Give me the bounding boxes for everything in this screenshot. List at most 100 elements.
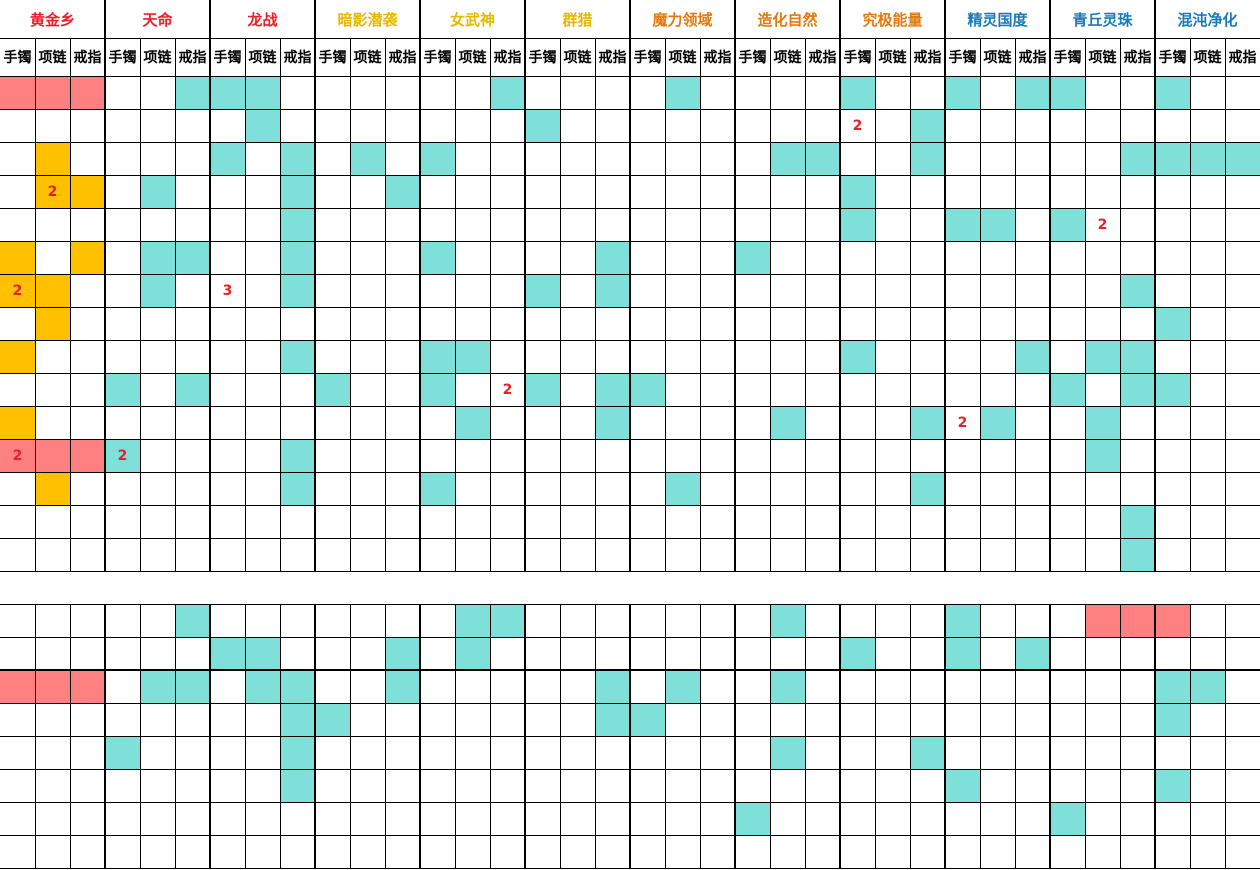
grid-cell[interactable]	[385, 439, 420, 472]
grid-cell[interactable]	[945, 637, 980, 670]
grid-cell[interactable]	[560, 802, 595, 835]
grid-cell[interactable]	[350, 340, 385, 373]
column-subheader[interactable]: 手镯	[528, 50, 557, 66]
grid-cell[interactable]	[1050, 373, 1085, 406]
grid-cell[interactable]	[630, 142, 665, 175]
grid-cell[interactable]	[560, 241, 595, 274]
column-subheader[interactable]: 戒指	[703, 50, 732, 66]
grid-cell[interactable]	[980, 175, 1015, 208]
grid-cell[interactable]	[875, 340, 910, 373]
grid-cell[interactable]	[1190, 835, 1225, 868]
grid-cell[interactable]	[280, 109, 315, 142]
grid-cell[interactable]	[805, 373, 840, 406]
grid-cell[interactable]	[805, 703, 840, 736]
grid-cell[interactable]	[770, 604, 805, 637]
grid-cell[interactable]	[1085, 307, 1120, 340]
grid-cell[interactable]	[910, 109, 945, 142]
cell-count-label[interactable]: 2	[0, 439, 35, 472]
grid-cell[interactable]	[1120, 406, 1155, 439]
grid-cell[interactable]	[1190, 703, 1225, 736]
grid-cell[interactable]	[595, 340, 630, 373]
grid-cell[interactable]	[455, 274, 490, 307]
grid-cell[interactable]	[315, 538, 350, 571]
grid-cell[interactable]	[280, 241, 315, 274]
grid-cell[interactable]	[735, 835, 770, 868]
grid-cell[interactable]	[910, 835, 945, 868]
grid-cell[interactable]	[525, 769, 560, 802]
grid-cell[interactable]	[770, 703, 805, 736]
group-header[interactable]: 混沌净化	[1177, 10, 1238, 29]
grid-cell[interactable]	[1155, 208, 1190, 241]
grid-cell[interactable]	[175, 472, 210, 505]
grid-cell[interactable]	[175, 637, 210, 670]
grid-cell[interactable]	[630, 505, 665, 538]
grid-cell[interactable]	[805, 472, 840, 505]
grid-cell[interactable]	[490, 637, 525, 670]
grid-cell[interactable]	[70, 637, 105, 670]
grid-cell[interactable]	[35, 76, 70, 109]
grid-cell[interactable]	[105, 802, 140, 835]
grid-cell[interactable]	[840, 670, 875, 703]
grid-cell[interactable]	[0, 637, 35, 670]
grid-cell[interactable]	[980, 736, 1015, 769]
grid-cell[interactable]	[385, 208, 420, 241]
grid-cell[interactable]	[945, 769, 980, 802]
grid-cell[interactable]	[315, 373, 350, 406]
grid-cell[interactable]	[105, 340, 140, 373]
grid-cell[interactable]	[0, 703, 35, 736]
grid-cell[interactable]	[1190, 307, 1225, 340]
grid-cell[interactable]	[385, 637, 420, 670]
grid-cell[interactable]	[1225, 406, 1260, 439]
grid-cell[interactable]	[945, 340, 980, 373]
grid-cell[interactable]	[1120, 538, 1155, 571]
grid-cell[interactable]	[490, 736, 525, 769]
grid-cell[interactable]	[175, 241, 210, 274]
grid-cell[interactable]	[700, 604, 735, 637]
grid-cell[interactable]	[770, 307, 805, 340]
grid-cell[interactable]	[350, 175, 385, 208]
grid-cell[interactable]	[735, 109, 770, 142]
grid-cell[interactable]	[595, 175, 630, 208]
grid-cell[interactable]	[70, 703, 105, 736]
grid-cell[interactable]	[630, 604, 665, 637]
grid-cell[interactable]	[1120, 307, 1155, 340]
grid-cell[interactable]	[140, 670, 175, 703]
grid-cell[interactable]	[700, 175, 735, 208]
grid-cell[interactable]	[420, 439, 455, 472]
grid-cell[interactable]	[630, 307, 665, 340]
grid-cell[interactable]	[0, 406, 35, 439]
grid-cell[interactable]	[280, 802, 315, 835]
grid-cell[interactable]	[980, 208, 1015, 241]
grid-cell[interactable]	[280, 373, 315, 406]
grid-cell[interactable]	[735, 142, 770, 175]
grid-cell[interactable]	[245, 208, 280, 241]
grid-cell[interactable]	[630, 406, 665, 439]
grid-cell[interactable]	[0, 835, 35, 868]
grid-cell[interactable]	[0, 802, 35, 835]
grid-cell[interactable]	[630, 670, 665, 703]
grid-cell[interactable]	[1050, 604, 1085, 637]
grid-cell[interactable]	[1190, 670, 1225, 703]
grid-cell[interactable]	[175, 802, 210, 835]
grid-cell[interactable]	[175, 340, 210, 373]
grid-cell[interactable]	[490, 76, 525, 109]
grid-cell[interactable]	[805, 604, 840, 637]
grid-cell[interactable]	[245, 406, 280, 439]
grid-cell[interactable]	[245, 802, 280, 835]
grid-cell[interactable]	[420, 307, 455, 340]
grid-cell[interactable]	[1015, 472, 1050, 505]
grid-cell[interactable]	[525, 604, 560, 637]
grid-cell[interactable]	[140, 175, 175, 208]
grid-cell[interactable]	[70, 505, 105, 538]
grid-cell[interactable]	[70, 769, 105, 802]
grid-cell[interactable]	[945, 736, 980, 769]
grid-cell[interactable]	[70, 736, 105, 769]
grid-cell[interactable]	[1120, 175, 1155, 208]
grid-cell[interactable]	[665, 274, 700, 307]
grid-cell[interactable]	[1190, 604, 1225, 637]
grid-cell[interactable]	[35, 406, 70, 439]
grid-cell[interactable]	[105, 109, 140, 142]
grid-cell[interactable]	[945, 604, 980, 637]
grid-cell[interactable]	[455, 505, 490, 538]
grid-cell[interactable]	[1085, 175, 1120, 208]
